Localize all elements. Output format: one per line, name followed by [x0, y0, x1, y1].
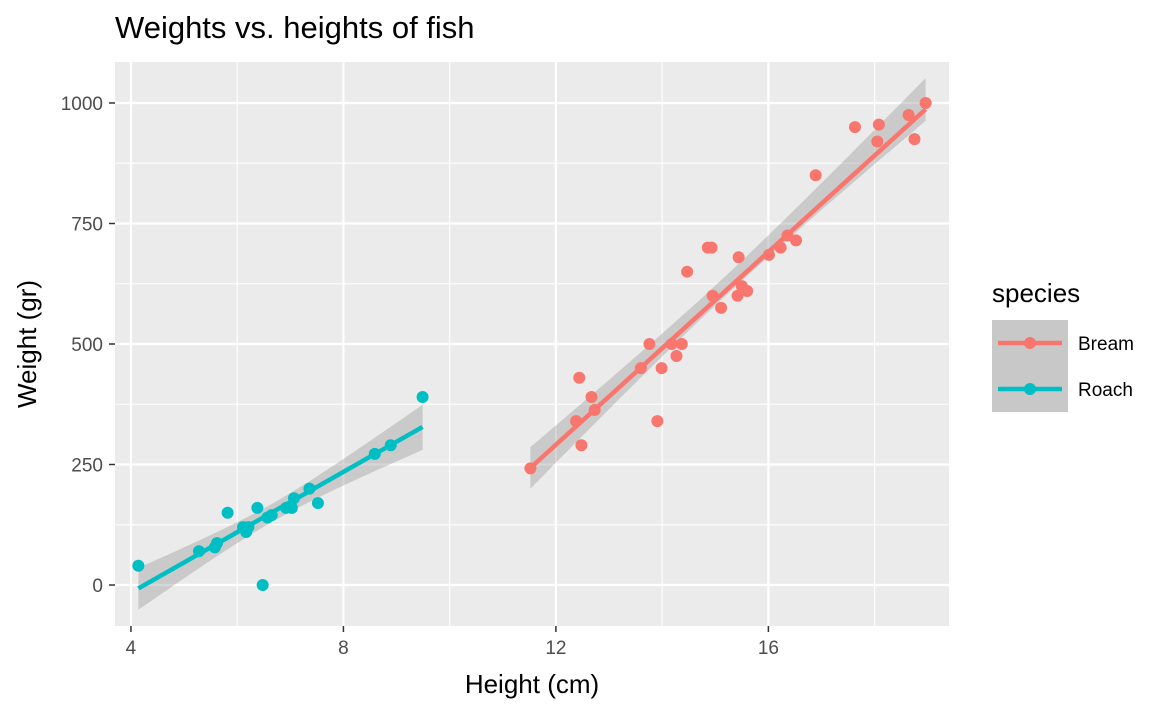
- data-point: [848, 121, 861, 134]
- legend-label: Bream: [1078, 334, 1134, 355]
- data-point: [242, 521, 255, 534]
- data-point: [651, 415, 664, 428]
- data-point: [634, 362, 647, 375]
- x-tick-label: 8: [338, 638, 349, 659]
- data-point: [416, 391, 429, 404]
- data-point: [871, 135, 884, 148]
- y-tick-label: 750: [71, 214, 103, 235]
- data-point: [675, 338, 688, 350]
- y-axis-title: Weight (gr): [12, 280, 42, 408]
- data-point: [809, 169, 822, 182]
- data-point: [790, 234, 803, 247]
- y-tick-label: 1000: [61, 94, 103, 115]
- data-point: [872, 118, 885, 131]
- data-point: [706, 289, 719, 302]
- data-point: [731, 289, 744, 302]
- data-point: [670, 350, 683, 363]
- data-point: [902, 109, 915, 122]
- data-point: [311, 497, 324, 510]
- data-point: [774, 241, 787, 254]
- data-point: [908, 133, 921, 146]
- legend-key: Bream: [992, 320, 1134, 366]
- data-point: [368, 447, 381, 460]
- data-point: [265, 509, 278, 522]
- data-point: [575, 439, 588, 452]
- legend-title: species: [992, 278, 1080, 308]
- confidence-band: [530, 78, 926, 489]
- data-point: [665, 338, 678, 350]
- legend: species Bream Roach: [992, 278, 1134, 412]
- x-tick-label: 16: [758, 638, 779, 659]
- data-point: [256, 579, 269, 592]
- data-point: [288, 492, 301, 505]
- y-tick-label: 500: [71, 335, 103, 356]
- data-point: [384, 439, 397, 452]
- data-point: [732, 251, 745, 264]
- data-point: [762, 248, 775, 261]
- data-point: [192, 545, 205, 558]
- data-point: [715, 301, 728, 314]
- data-point: [285, 501, 298, 514]
- data-point: [919, 96, 932, 109]
- legend-label: Roach: [1078, 380, 1133, 401]
- data-point: [741, 284, 754, 297]
- data-point: [655, 362, 668, 375]
- data-point: [132, 559, 145, 572]
- legend-key: Roach: [992, 366, 1133, 412]
- data-point: [210, 537, 223, 550]
- x-axis-ticks: 4 8 12 16: [126, 626, 779, 659]
- legend-key-point: [1024, 337, 1036, 349]
- data-point: [524, 462, 537, 475]
- data-point: [588, 404, 601, 417]
- legend-key-point: [1024, 383, 1036, 395]
- x-axis-title: Height (cm): [465, 669, 599, 699]
- chart-title: Weights vs. heights of fish: [115, 10, 475, 45]
- y-tick-label: 0: [92, 576, 103, 597]
- x-tick-label: 4: [126, 638, 137, 659]
- x-tick-label: 12: [545, 638, 566, 659]
- data-points: [132, 96, 932, 592]
- data-point: [585, 391, 598, 404]
- data-point: [681, 265, 694, 278]
- data-point: [570, 415, 583, 428]
- data-point: [303, 482, 316, 495]
- data-point: [705, 241, 718, 254]
- y-axis-ticks: 0 250 500 750 1000: [61, 94, 115, 597]
- data-point: [221, 506, 234, 519]
- y-tick-label: 250: [71, 456, 103, 477]
- data-point: [573, 371, 586, 384]
- data-point: [251, 501, 264, 514]
- data-point: [643, 338, 656, 350]
